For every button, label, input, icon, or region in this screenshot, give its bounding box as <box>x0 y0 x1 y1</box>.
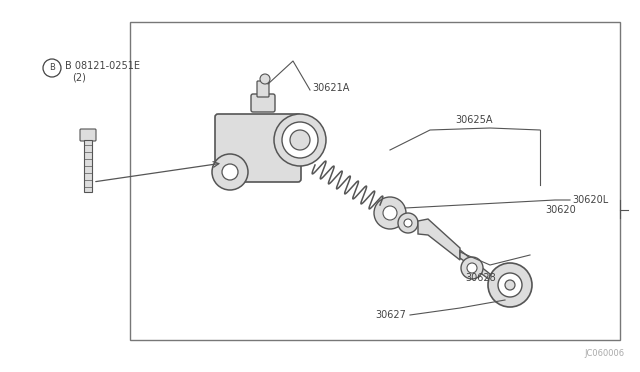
Circle shape <box>404 219 412 227</box>
Text: (2): (2) <box>72 73 86 83</box>
Text: 30621A: 30621A <box>312 83 349 93</box>
Text: JC060006: JC060006 <box>585 349 625 358</box>
Circle shape <box>383 206 397 220</box>
Circle shape <box>274 114 326 166</box>
Circle shape <box>222 164 238 180</box>
Circle shape <box>212 154 248 190</box>
Circle shape <box>374 197 406 229</box>
Circle shape <box>505 280 515 290</box>
Bar <box>130 22 620 340</box>
Text: 30625A: 30625A <box>455 115 493 125</box>
Circle shape <box>282 122 318 158</box>
Circle shape <box>488 263 532 307</box>
FancyBboxPatch shape <box>80 129 96 141</box>
Text: 30620: 30620 <box>545 205 576 215</box>
Circle shape <box>260 74 270 84</box>
Bar <box>84 140 92 192</box>
Circle shape <box>498 273 522 297</box>
FancyBboxPatch shape <box>251 94 275 112</box>
Circle shape <box>398 213 418 233</box>
Polygon shape <box>418 219 460 260</box>
Text: 30628: 30628 <box>465 273 496 283</box>
Polygon shape <box>460 250 490 280</box>
Circle shape <box>461 257 483 279</box>
Text: 30627: 30627 <box>375 310 406 320</box>
Text: B 08121-0251E: B 08121-0251E <box>65 61 140 71</box>
Circle shape <box>290 130 310 150</box>
FancyBboxPatch shape <box>215 114 301 182</box>
FancyBboxPatch shape <box>257 81 269 97</box>
Text: B: B <box>49 64 55 73</box>
Circle shape <box>467 263 477 273</box>
Text: 30620L: 30620L <box>572 195 608 205</box>
